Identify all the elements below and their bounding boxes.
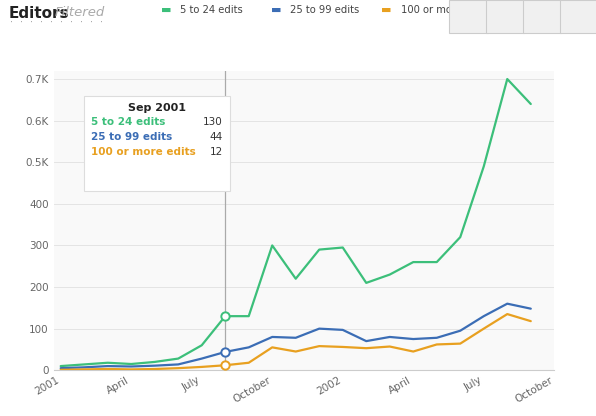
Text: Filtered: Filtered [55, 6, 105, 19]
Text: 5 to 24 edits: 5 to 24 edits [180, 5, 243, 15]
Text: 44: 44 [210, 132, 223, 142]
FancyBboxPatch shape [84, 96, 230, 191]
Text: 25 to 99 edits: 25 to 99 edits [290, 5, 359, 15]
Text: 100 or more edits: 100 or more edits [91, 147, 196, 157]
Text: 130: 130 [203, 117, 223, 127]
Text: Sep 2001: Sep 2001 [128, 103, 186, 113]
Text: Editors: Editors [9, 6, 70, 21]
Text: 100 or more edits: 100 or more edits [401, 5, 489, 15]
Text: ▬: ▬ [161, 5, 172, 15]
Text: · · · · · · · · · ·: · · · · · · · · · · [9, 18, 104, 27]
Text: 25 to 99 edits: 25 to 99 edits [91, 132, 172, 142]
Text: ▬: ▬ [271, 5, 282, 15]
Text: 12: 12 [210, 147, 223, 157]
Text: ▬: ▬ [381, 5, 392, 15]
Text: 5 to 24 edits: 5 to 24 edits [91, 117, 166, 127]
